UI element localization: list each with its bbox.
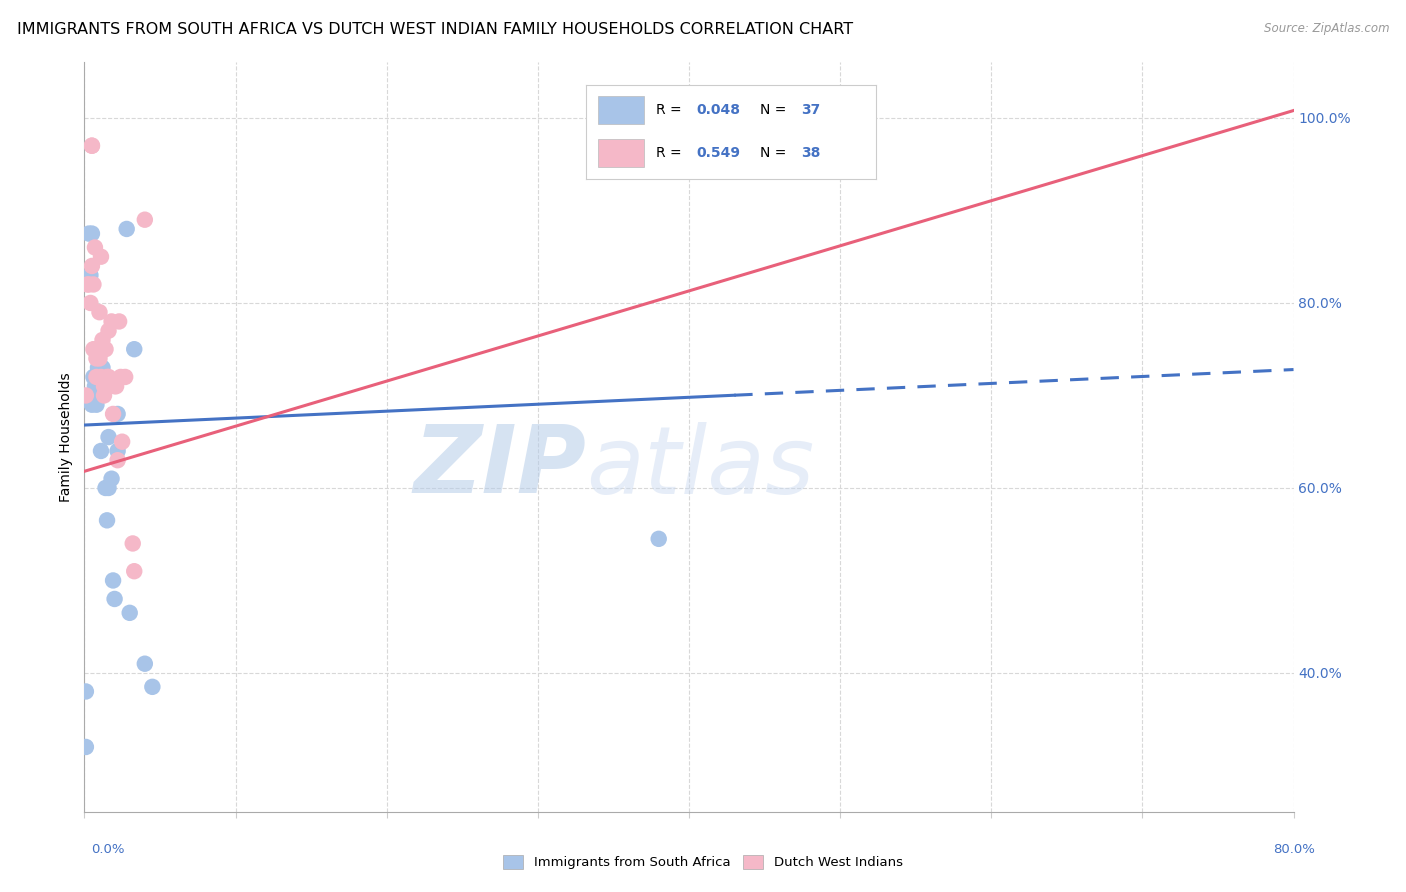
Point [84, 388, 107, 402]
Point [97, 324, 120, 338]
Point [107, 407, 129, 421]
Point [97, 430, 120, 444]
Point [93, 370, 115, 384]
Point [80, 138, 103, 153]
Text: Source: ZipAtlas.com: Source: ZipAtlas.com [1264, 22, 1389, 36]
Point [134, 657, 156, 671]
Point [91, 360, 114, 375]
Point [86, 351, 108, 366]
Point [108, 314, 131, 328]
Point [86, 370, 108, 384]
Point [617, 111, 640, 125]
Point [82, 388, 104, 402]
Point [89, 379, 111, 393]
Point [100, 472, 122, 486]
Point [84, 379, 107, 393]
Point [84, 342, 107, 356]
Point [134, 212, 156, 227]
Point [115, 222, 138, 236]
Point [79, 296, 101, 310]
Point [96, 370, 118, 384]
Point [89, 370, 111, 384]
Point [94, 342, 117, 356]
Point [82, 370, 104, 384]
Point [94, 481, 117, 495]
Point [91, 333, 114, 347]
Point [75, 684, 97, 698]
Point [89, 351, 111, 366]
Point [648, 532, 671, 546]
Point [118, 606, 141, 620]
Point [82, 277, 104, 292]
Legend: Immigrants from South Africa, Dutch West Indians: Immigrants from South Africa, Dutch West… [498, 850, 908, 875]
Point [93, 388, 115, 402]
Point [97, 481, 120, 495]
Point [107, 444, 129, 458]
Text: 0.0%: 0.0% [91, 843, 125, 855]
Point [80, 227, 103, 241]
Point [77, 227, 100, 241]
Text: atlas: atlas [586, 422, 814, 513]
Point [80, 398, 103, 412]
Point [104, 379, 127, 393]
Point [100, 314, 122, 328]
Point [122, 564, 145, 578]
Point [101, 574, 124, 588]
Point [84, 240, 107, 254]
Point [105, 379, 128, 393]
Point [90, 250, 112, 264]
Point [111, 434, 134, 449]
Point [93, 379, 115, 393]
Point [89, 305, 111, 319]
Point [101, 407, 124, 421]
Point [86, 388, 108, 402]
Point [80, 138, 103, 153]
Text: IMMIGRANTS FROM SOUTH AFRICA VS DUTCH WEST INDIAN FAMILY HOUSEHOLDS CORRELATION : IMMIGRANTS FROM SOUTH AFRICA VS DUTCH WE… [17, 22, 853, 37]
Point [80, 259, 103, 273]
Point [76, 277, 98, 292]
Point [97, 370, 120, 384]
Point [90, 370, 112, 384]
Point [90, 444, 112, 458]
Point [87, 360, 110, 375]
Point [87, 342, 110, 356]
Point [107, 453, 129, 467]
Text: ZIP: ZIP [413, 421, 586, 513]
Point [110, 370, 132, 384]
Point [122, 342, 145, 356]
Point [114, 370, 136, 384]
Text: 80.0%: 80.0% [1272, 843, 1315, 855]
Point [79, 268, 101, 283]
Point [82, 342, 104, 356]
Point [90, 370, 112, 384]
Point [76, 393, 98, 408]
Point [96, 513, 118, 527]
Point [75, 739, 97, 754]
Point [121, 536, 143, 550]
Point [91, 370, 114, 384]
Point [87, 384, 110, 398]
Point [77, 277, 100, 292]
Y-axis label: Family Households: Family Households [59, 372, 73, 502]
Point [104, 591, 127, 606]
Point [86, 398, 108, 412]
Point [141, 680, 163, 694]
Point [75, 388, 97, 402]
